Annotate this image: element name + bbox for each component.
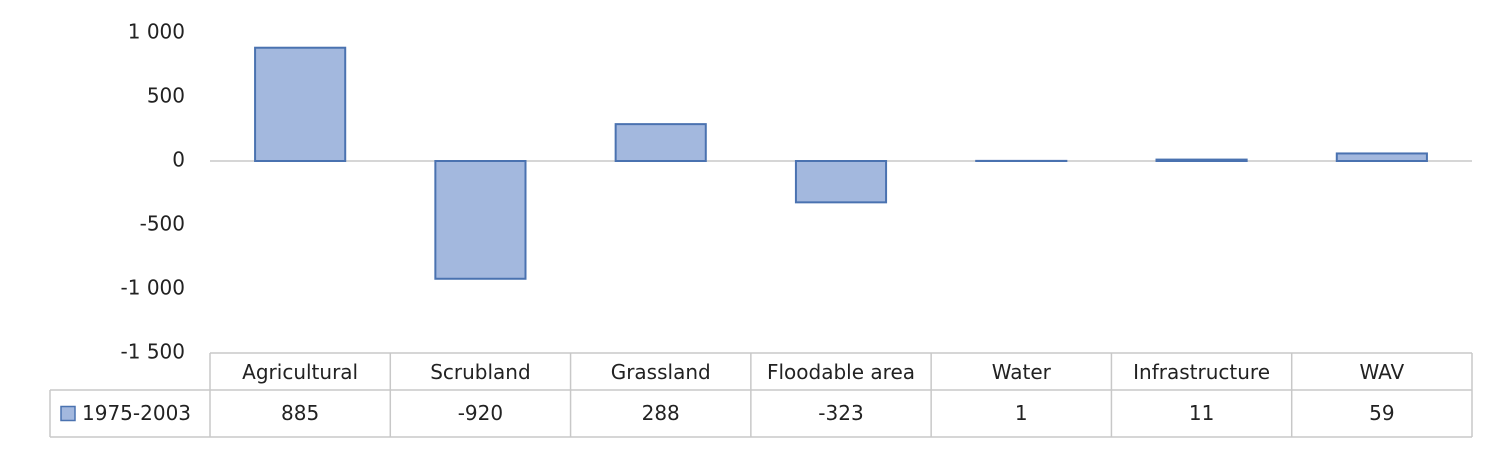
y-tick-label: 500: [147, 84, 185, 108]
bar: [434, 160, 527, 280]
table-value: 11: [1189, 401, 1214, 425]
bar: [254, 46, 347, 162]
x-tick-label: Infrastructure: [1133, 360, 1270, 384]
y-tick-label: -500: [140, 212, 185, 236]
bar: [1335, 152, 1428, 162]
table-value: -920: [458, 401, 503, 425]
x-tick-label: Floodable area: [767, 360, 915, 384]
legend-swatch: [60, 405, 76, 422]
y-tick-label: 1 000: [128, 20, 185, 44]
y-tick-label: -1 000: [121, 276, 185, 300]
x-tick-label: Grassland: [611, 360, 711, 384]
table-value: 59: [1369, 401, 1394, 425]
x-tick-label: Scrubland: [430, 360, 530, 384]
bar: [614, 123, 707, 162]
table-value: 885: [281, 401, 319, 425]
x-tick-label: Water: [992, 360, 1052, 384]
x-tick-label: Agricultural: [242, 360, 358, 384]
table-value: 1: [1015, 401, 1028, 425]
bar: [1155, 158, 1248, 162]
legend-label: 1975-2003: [82, 401, 191, 425]
table-value: -323: [818, 401, 863, 425]
y-tick-label: -1 500: [121, 340, 185, 364]
bar: [794, 160, 888, 204]
y-tick-label: 0: [172, 148, 185, 172]
x-tick-label: WAV: [1359, 360, 1404, 384]
table-value: 288: [642, 401, 680, 425]
